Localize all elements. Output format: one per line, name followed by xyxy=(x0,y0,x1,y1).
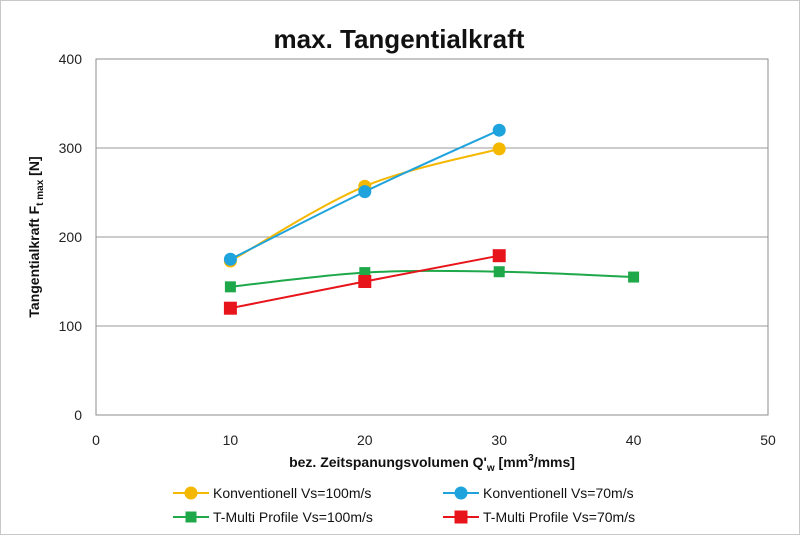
x-tick-label: 0 xyxy=(92,432,100,448)
legend-marker xyxy=(454,486,468,500)
series-2 xyxy=(223,123,506,266)
x-tick-label: 20 xyxy=(357,432,373,448)
y-tick-label: 200 xyxy=(59,229,83,245)
x-tick-label: 40 xyxy=(626,432,642,448)
data-point xyxy=(492,142,506,156)
x-tick-labels: 0 10 20 30 40 50 xyxy=(92,432,776,448)
y-tick-label: 300 xyxy=(59,140,83,156)
data-point xyxy=(224,281,236,293)
data-point xyxy=(492,249,506,263)
legend-item-2: Konventionell Vs=70m/s xyxy=(443,485,634,501)
x-axis-label-tail1: [mm xyxy=(495,454,528,470)
legend-label: T-Multi Profile Vs=100m/s xyxy=(213,509,373,525)
data-point xyxy=(492,123,506,137)
data-point xyxy=(358,275,372,288)
x-axis-label-sub: w xyxy=(486,463,495,474)
legend-marker xyxy=(454,510,468,524)
y-tick-label: 0 xyxy=(74,407,82,423)
legend-item-4: T-Multi Profile Vs=70m/s xyxy=(443,509,635,525)
data-point xyxy=(628,271,640,283)
x-tick-label: 30 xyxy=(491,432,507,448)
legend-label: Konventionell Vs=70m/s xyxy=(483,485,634,501)
series-group xyxy=(223,123,640,315)
data-point xyxy=(223,301,237,315)
series-line xyxy=(230,269,634,288)
data-point xyxy=(493,266,505,278)
x-axis-label-tail2: /mms] xyxy=(534,454,575,470)
legend-marker xyxy=(185,511,197,523)
series-4 xyxy=(223,249,506,315)
legend-item-1: Konventionell Vs=100m/s xyxy=(173,485,371,501)
gridlines xyxy=(96,147,768,327)
legend-marker xyxy=(184,486,198,500)
data-point xyxy=(359,267,371,279)
y-tick-labels: 0 100 200 300 400 xyxy=(59,51,83,423)
series-3 xyxy=(224,266,640,293)
y-tick-label: 400 xyxy=(59,51,83,67)
y-axis-label-sub: t max xyxy=(35,179,46,206)
legend-label: T-Multi Profile Vs=70m/s xyxy=(483,509,635,525)
chart-title: max. Tangentialkraft xyxy=(274,24,525,54)
x-tick-label: 50 xyxy=(760,432,776,448)
x-tick-label: 10 xyxy=(223,432,239,448)
x-axis-label: bez. Zeitspanungsvolumen Q'w [mm3/mms] xyxy=(289,453,575,474)
legend: Konventionell Vs=100m/s Konventionell Vs=… xyxy=(173,485,635,525)
series-1 xyxy=(223,142,506,268)
series-line xyxy=(229,147,500,262)
y-axis-label-main: Tangentialkraft F xyxy=(26,205,42,317)
x-axis-label-sup: 3 xyxy=(528,453,534,464)
y-axis-label: Tangentialkraft Ft max [N] xyxy=(26,156,46,317)
data-point xyxy=(223,252,237,266)
data-point xyxy=(358,185,372,199)
y-axis-label-tail: [N] xyxy=(26,156,42,179)
legend-label: Konventionell Vs=100m/s xyxy=(213,485,371,501)
y-tick-label: 100 xyxy=(59,318,83,334)
legend-item-3: T-Multi Profile Vs=100m/s xyxy=(173,509,373,525)
x-axis-label-main: bez. Zeitspanungsvolumen Q' xyxy=(289,454,487,470)
